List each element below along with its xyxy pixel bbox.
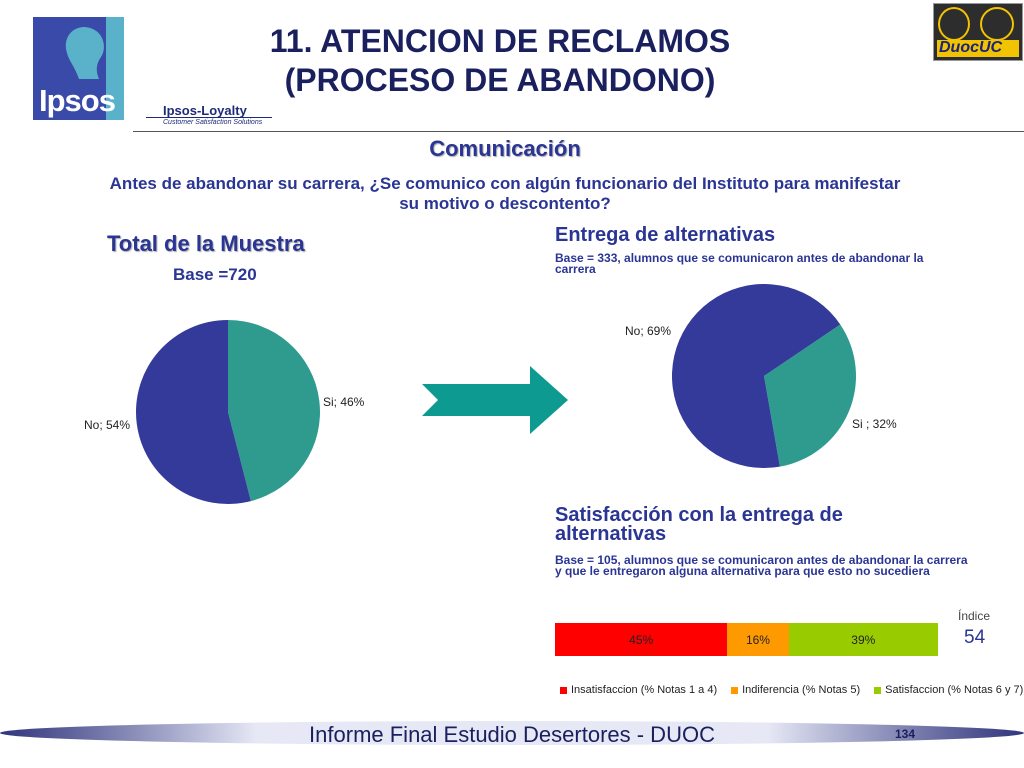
legend-item: Insatisfaccion (% Notas 1 a 4) [560, 684, 717, 696]
page-title: 11. ATENCION DE RECLAMOS (PROCESO DE ABA… [180, 22, 820, 100]
legend-label: Insatisfaccion (% Notas 1 a 4) [571, 684, 718, 696]
footer-band [0, 721, 1024, 745]
header-divider [133, 131, 1024, 132]
legend-swatch [874, 686, 882, 694]
page-number: 134 [895, 727, 916, 741]
total-sample-title: Total de la Muestra [107, 231, 305, 256]
title-line-2: (PROCESO DE ABANDONO) [284, 62, 716, 98]
ipsos-logo: Ipsos [33, 17, 146, 120]
index-label: Índice [958, 609, 991, 623]
duoc-logo: DuocUC [933, 3, 1023, 61]
pie-label-no: No; 69% [625, 324, 672, 338]
total-sample-pie-chart [135, 320, 320, 505]
pie-slice-si [228, 320, 320, 502]
section-title: Comunicación [429, 136, 581, 161]
legend-swatch [731, 686, 739, 694]
bar-segment-2: 16% [727, 623, 789, 656]
pie-label-si: Si; 46% [323, 395, 365, 409]
ipsos-loyalty-subtitle: Customer Satisfaction Solutions [163, 119, 263, 126]
pie-slice-no [672, 284, 841, 469]
legend-item: Satisfaccion (% Notas 6 y 7) [874, 684, 1023, 696]
legend-swatch [560, 686, 567, 694]
total-sample-base: Base =720 [173, 265, 257, 284]
index-value: 54 [964, 627, 986, 648]
ipsos-loyalty-text: Ipsos-Loyalty [163, 103, 247, 118]
alternatives-base: Base = 333, alumnos que se comunicaron a… [555, 251, 924, 276]
legend-label: Satisfaccion (% Notas 6 y 7) [885, 684, 1024, 696]
alternatives-title: Entrega de alternativas [555, 224, 776, 246]
pie-label-no: No; 54% [84, 418, 131, 432]
loyalty-divider [146, 117, 272, 118]
satisfaction-base: Base = 105, alumnos que se comunicaron a… [555, 553, 968, 578]
satisfaction-title: Satisfacción con la entrega de alternati… [555, 504, 843, 545]
legend-label: Indiferencia (% Notas 5) [742, 684, 861, 696]
satisfaction-legend: Insatisfaccion (% Notas 1 a 4) Indiferenc… [560, 684, 1023, 696]
seal-icon [938, 7, 970, 41]
bar-segment-3: 39% [788, 623, 938, 656]
footer-text: Informe Final Estudio Desertores - DUOC [309, 722, 715, 747]
duoc-logo-text: DuocUC [939, 39, 1003, 56]
face-silhouette-icon [65, 27, 104, 79]
globe-icon [980, 7, 1014, 41]
pie-label-si: Si ; 32% [852, 417, 897, 431]
title-line-1: 11. ATENCION DE RECLAMOS [269, 23, 731, 59]
ipsos-logo-text: Ipsos [39, 83, 116, 118]
right-arrow-icon [422, 366, 568, 434]
legend-item: Indiferencia (% Notas 5) [731, 684, 860, 696]
survey-question: Antes de abandonar su carrera, ¿Se comun… [109, 174, 901, 213]
alternatives-pie-chart [672, 284, 856, 469]
satisfaction-stacked-bar: 45% 16% 39% [555, 623, 938, 656]
pie-slice-no [135, 320, 251, 505]
pie-slice-si [764, 324, 856, 467]
bar-segment-1: 45% [555, 623, 728, 656]
